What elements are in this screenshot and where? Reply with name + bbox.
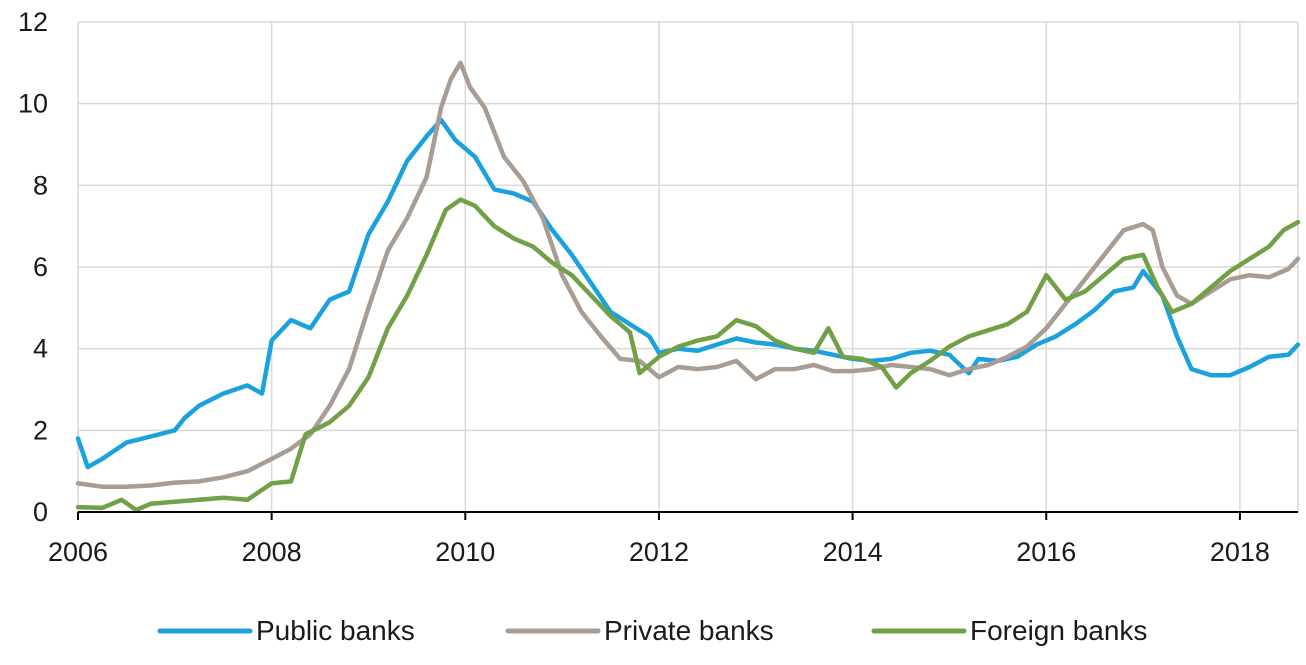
x-tick-label: 2014 xyxy=(823,537,883,567)
foreign-banks-line xyxy=(75,197,1301,513)
private-banks-legend-label: Private banks xyxy=(604,615,774,646)
x-tick-label: 2006 xyxy=(48,537,108,567)
axes: 0 2 4 6 8 10 12 2006 2008 2010 2012 2014 2016 2018 xyxy=(18,7,1298,567)
foreign-banks-legend-label: Foreign banks xyxy=(970,615,1147,646)
y-tick-label: 12 xyxy=(18,7,48,37)
y-tick-label: 4 xyxy=(33,334,48,364)
y-tick-label: 0 xyxy=(33,497,48,527)
public-banks-legend-label: Public banks xyxy=(256,615,415,646)
x-tick-label: 2018 xyxy=(1210,537,1270,567)
x-tick-label: 2016 xyxy=(1016,537,1076,567)
x-tick-label: 2010 xyxy=(435,537,495,567)
public-banks-line xyxy=(75,117,1301,470)
y-tick-label: 8 xyxy=(33,170,48,200)
series-lines xyxy=(75,60,1301,513)
x-tick-label: 2008 xyxy=(242,537,302,567)
y-tick-label: 6 xyxy=(33,252,48,282)
y-tick-label: 10 xyxy=(18,89,48,119)
private-banks-line xyxy=(75,60,1301,489)
y-tick-label: 2 xyxy=(33,415,48,445)
legend: Public banks Private banks Foreign banks xyxy=(157,615,1147,646)
x-tick-label: 2012 xyxy=(629,537,689,567)
